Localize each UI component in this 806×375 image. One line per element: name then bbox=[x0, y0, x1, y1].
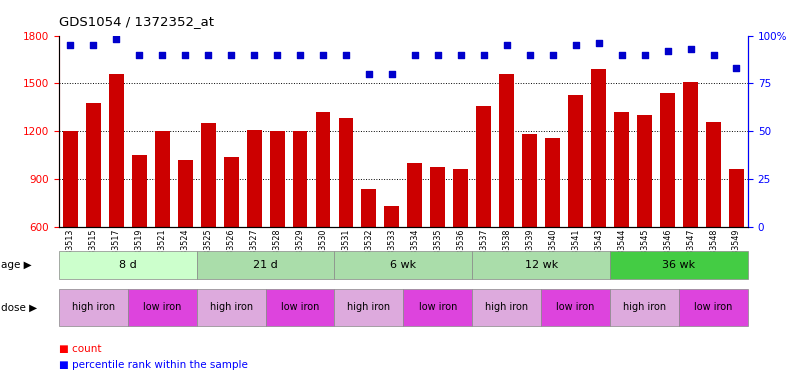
Bar bbox=[568, 94, 584, 322]
Bar bbox=[201, 123, 216, 322]
Text: low iron: low iron bbox=[143, 303, 181, 312]
Bar bbox=[407, 163, 422, 322]
Text: GDS1054 / 1372352_at: GDS1054 / 1372352_at bbox=[59, 15, 214, 28]
Point bbox=[477, 52, 490, 58]
Text: 8 d: 8 d bbox=[118, 260, 137, 270]
Bar bbox=[361, 189, 376, 322]
Point bbox=[87, 42, 100, 48]
Text: 21 d: 21 d bbox=[253, 260, 278, 270]
Bar bbox=[63, 131, 78, 322]
Text: ■ count: ■ count bbox=[59, 344, 102, 354]
Bar bbox=[476, 106, 492, 322]
Point bbox=[501, 42, 513, 48]
Text: low iron: low iron bbox=[556, 303, 595, 312]
Text: high iron: high iron bbox=[210, 303, 253, 312]
Point bbox=[271, 52, 284, 58]
Point bbox=[523, 52, 536, 58]
Bar bbox=[453, 170, 468, 322]
Text: high iron: high iron bbox=[72, 303, 115, 312]
Point bbox=[247, 52, 260, 58]
Bar bbox=[499, 74, 514, 322]
Bar bbox=[131, 155, 147, 322]
Text: high iron: high iron bbox=[347, 303, 391, 312]
Point bbox=[225, 52, 238, 58]
Point bbox=[661, 48, 674, 54]
Point bbox=[339, 52, 352, 58]
Point bbox=[156, 52, 168, 58]
Point bbox=[363, 71, 376, 77]
Bar bbox=[430, 167, 446, 322]
Bar bbox=[729, 170, 744, 322]
Bar bbox=[269, 131, 285, 322]
Point bbox=[569, 42, 582, 48]
Point bbox=[684, 46, 697, 52]
Point bbox=[431, 52, 444, 58]
Text: 6 wk: 6 wk bbox=[390, 260, 417, 270]
Point bbox=[615, 52, 628, 58]
Point bbox=[133, 52, 146, 58]
Text: high iron: high iron bbox=[623, 303, 667, 312]
Point bbox=[638, 52, 651, 58]
Bar bbox=[315, 112, 330, 322]
Bar bbox=[85, 103, 101, 322]
Point bbox=[730, 65, 743, 71]
Bar bbox=[522, 134, 538, 322]
Point bbox=[179, 52, 192, 58]
Point bbox=[592, 40, 605, 46]
Point bbox=[202, 52, 214, 58]
Bar bbox=[293, 131, 308, 322]
Bar bbox=[637, 116, 652, 322]
Bar bbox=[339, 118, 354, 322]
Bar bbox=[683, 82, 698, 322]
Point bbox=[293, 52, 306, 58]
Text: low iron: low iron bbox=[418, 303, 457, 312]
Text: dose ▶: dose ▶ bbox=[1, 303, 37, 312]
Bar bbox=[109, 74, 124, 322]
Bar bbox=[247, 130, 262, 322]
Text: low iron: low iron bbox=[280, 303, 319, 312]
Text: 12 wk: 12 wk bbox=[525, 260, 558, 270]
Point bbox=[455, 52, 467, 58]
Bar bbox=[614, 112, 629, 322]
Point bbox=[64, 42, 77, 48]
Text: age ▶: age ▶ bbox=[1, 260, 31, 270]
Bar bbox=[706, 122, 721, 322]
Bar bbox=[660, 93, 675, 322]
Bar bbox=[384, 206, 400, 322]
Bar bbox=[223, 157, 239, 322]
Text: high iron: high iron bbox=[485, 303, 529, 312]
Bar bbox=[591, 69, 606, 322]
Point bbox=[317, 52, 330, 58]
Point bbox=[409, 52, 422, 58]
Bar bbox=[177, 160, 193, 322]
Text: ■ percentile rank within the sample: ■ percentile rank within the sample bbox=[59, 360, 247, 370]
Bar bbox=[545, 138, 560, 322]
Point bbox=[110, 36, 123, 42]
Bar bbox=[155, 131, 170, 322]
Point bbox=[546, 52, 559, 58]
Point bbox=[385, 71, 398, 77]
Text: 36 wk: 36 wk bbox=[663, 260, 696, 270]
Text: low iron: low iron bbox=[694, 303, 733, 312]
Point bbox=[707, 52, 720, 58]
